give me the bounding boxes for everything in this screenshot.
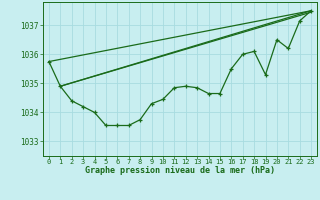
X-axis label: Graphe pression niveau de la mer (hPa): Graphe pression niveau de la mer (hPa) — [85, 166, 275, 175]
